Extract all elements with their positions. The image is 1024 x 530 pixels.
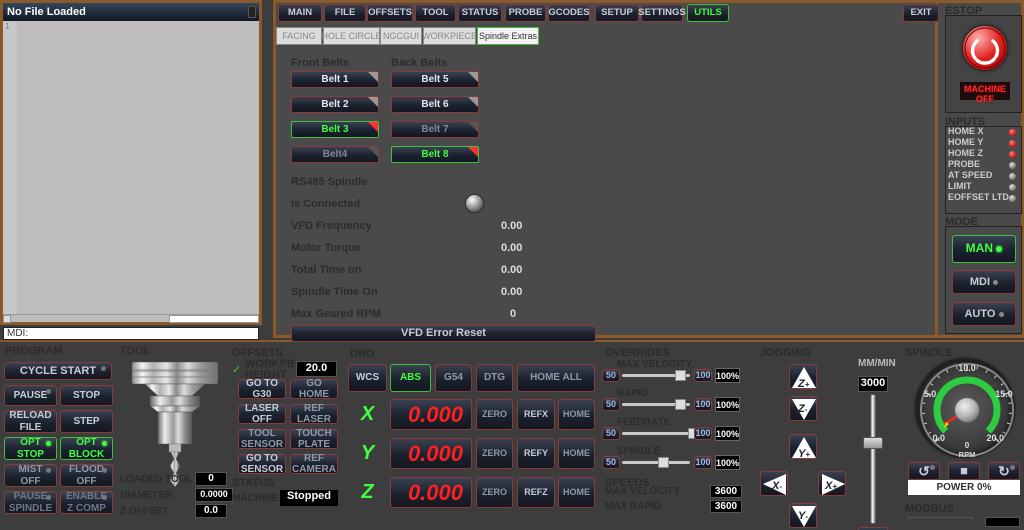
svg-text:5.0: 5.0 bbox=[924, 389, 937, 399]
svg-text:10.0: 10.0 bbox=[958, 363, 976, 373]
svg-text:15.0: 15.0 bbox=[995, 389, 1013, 399]
svg-text:0: 0 bbox=[965, 441, 970, 450]
svg-text:RPM: RPM bbox=[959, 450, 976, 459]
svg-text:0.0: 0.0 bbox=[932, 433, 945, 443]
svg-text:20.0: 20.0 bbox=[987, 433, 1005, 443]
